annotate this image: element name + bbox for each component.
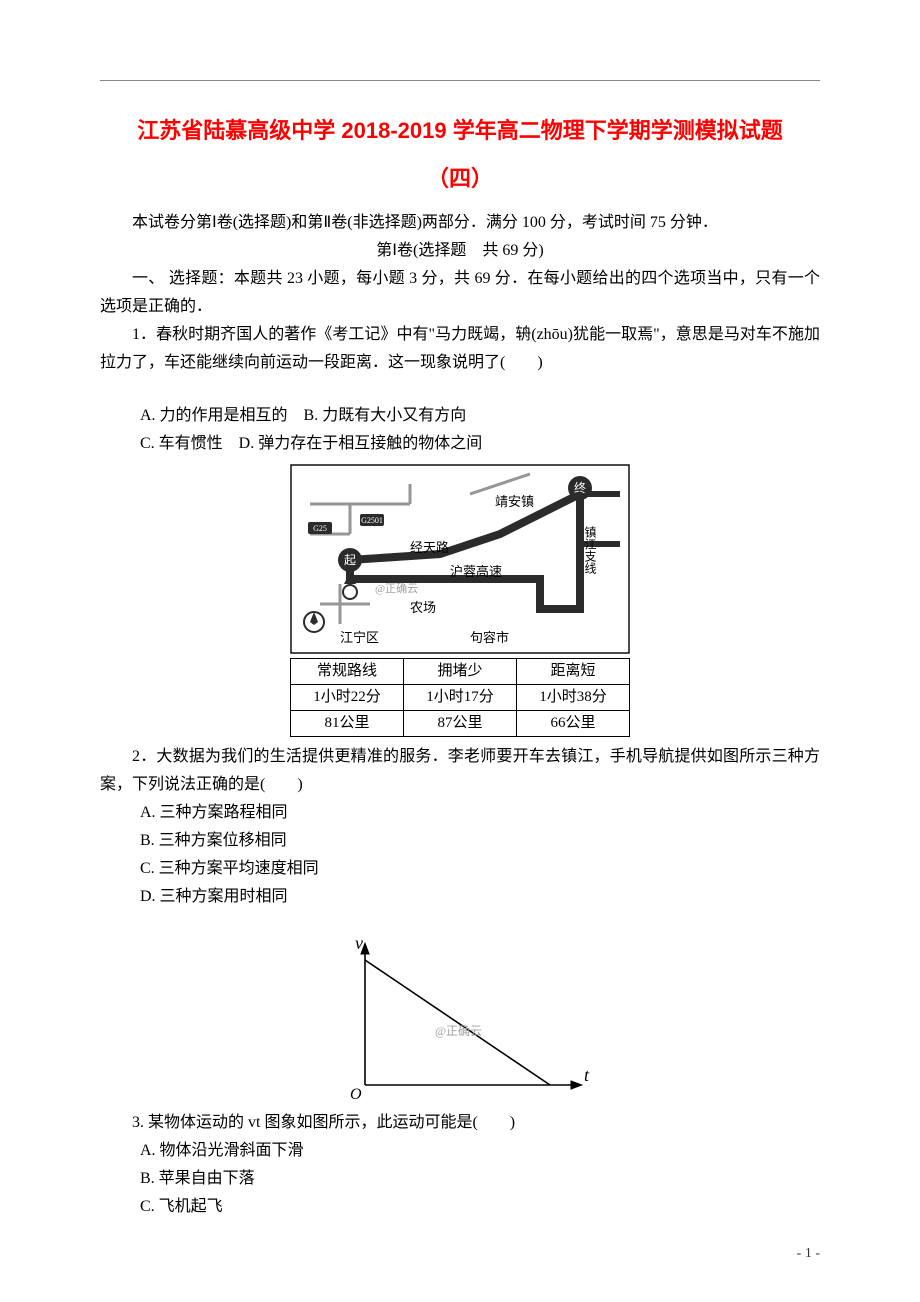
map-label-jingan: 靖安镇	[495, 494, 534, 509]
q3-option-b: B. 苹果自由下落	[100, 1165, 820, 1193]
intro-text: 本试卷分第Ⅰ卷(选择题)和第Ⅱ卷(非选择题)两部分．满分 100 分，考试时间 …	[100, 209, 820, 237]
part1-header: 第Ⅰ卷(选择题 共 69 分)	[100, 237, 820, 265]
route3-time: 1小时38分	[517, 685, 630, 711]
q2-option-a: A. 三种方案路程相同	[100, 799, 820, 827]
route1-dist: 81公里	[291, 711, 404, 737]
table-row: 常规路线 拥堵少 距离短	[291, 659, 630, 685]
exam-title: 江苏省陆慕高级中学 2018-2019 学年高二物理下学期学测模拟试题	[100, 111, 820, 151]
map-label-zhenjiang: 镇江支线	[583, 526, 597, 574]
q3-option-a: A. 物体沿光滑斜面下滑	[100, 1137, 820, 1165]
q2-option-b: B. 三种方案位移相同	[100, 827, 820, 855]
vt-watermark: @正确云	[435, 1024, 482, 1038]
page-number: - 1 -	[797, 1246, 820, 1262]
q3-option-c: C. 飞机起飞	[100, 1193, 820, 1221]
q2-option-d: D. 三种方案用时相同	[100, 883, 820, 911]
map-watermark: @正确云	[375, 582, 418, 595]
top-rule	[100, 80, 820, 81]
q2-option-c: C. 三种方案平均速度相同	[100, 855, 820, 883]
route-table: 常规路线 拥堵少 距离短 1小时22分 1小时17分 1小时38分 81公里 8…	[290, 658, 630, 737]
svg-text:G2501: G2501	[361, 516, 383, 525]
start-marker-label: 起	[344, 553, 356, 567]
svg-text:G25: G25	[313, 524, 327, 533]
route3-dist: 66公里	[517, 711, 630, 737]
v-axis-label: v	[355, 935, 363, 953]
t-axis-label: t	[584, 1065, 590, 1085]
map-label-farm: 农场	[410, 600, 436, 615]
map-label-jurong: 句容市	[470, 630, 509, 645]
route2-dist: 87公里	[404, 711, 517, 737]
section1-instructions: 一、 选择题：本题共 23 小题，每小题 3 分，共 69 分．在每小题给出的四…	[100, 265, 820, 321]
q2-stem: 2．大数据为我们的生活提供更精准的服务．李老师要开车去镇江，手机导航提供如图所示…	[100, 743, 820, 799]
route2-time: 1小时17分	[404, 685, 517, 711]
spacer	[100, 377, 820, 403]
q3-stem: 3. 某物体运动的 vt 图象如图所示，此运动可能是( )	[100, 1109, 820, 1137]
q1-option-ab: A. 力的作用是相互的 B. 力既有大小又有方向	[100, 402, 820, 430]
table-row: 1小时22分 1小时17分 1小时38分	[291, 685, 630, 711]
route1-time: 1小时22分	[291, 685, 404, 711]
exam-subtitle: （四）	[100, 161, 820, 193]
nav-map-figure: G25 G2501 起 终 靖安镇 经天路 沪蓉高速 农场 江宁区 句容市 镇江…	[290, 464, 630, 654]
map-label-jingtian: 经天路	[410, 540, 449, 555]
origin-label: O	[350, 1086, 362, 1103]
q1-stem: 1．春秋时期齐国人的著作《考工记》中有"马力既竭，辀(zhōu)犹能一取焉"，意…	[100, 321, 820, 377]
vt-graph: v t O @正确云	[320, 935, 600, 1105]
route1-name: 常规路线	[291, 659, 404, 685]
table-row: 81公里 87公里 66公里	[291, 711, 630, 737]
q1-option-cd: C. 车有惯性 D. 弹力存在于相互接触的物体之间	[100, 430, 820, 458]
route3-name: 距离短	[517, 659, 630, 685]
map-label-jiangning: 江宁区	[340, 630, 379, 645]
end-marker-label: 终	[574, 480, 586, 495]
route2-name: 拥堵少	[404, 659, 517, 685]
map-label-hurong: 沪蓉高速	[450, 564, 502, 579]
